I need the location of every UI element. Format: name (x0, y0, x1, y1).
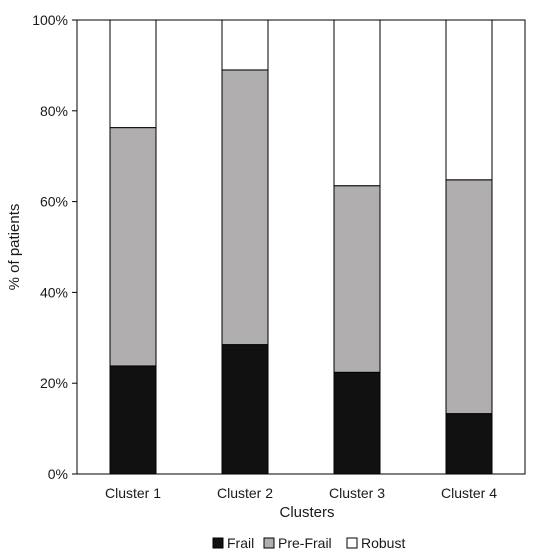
bar-pre-frail-3 (333, 185, 381, 373)
bar-robust-3 (333, 19, 381, 187)
plot-frame (76, 19, 526, 475)
x-axis-ticks: Cluster 1 Cluster 2 Cluster 3 Cluster 4 (105, 485, 497, 501)
bar-frail-2 (221, 344, 269, 475)
y-tick-label: 20% (40, 375, 68, 391)
bar-robust-1 (109, 19, 157, 129)
legend-swatch (263, 537, 275, 549)
y-tick-label: 100% (32, 12, 68, 28)
legend-swatch (346, 537, 358, 549)
bar-pre-frail-4 (445, 179, 493, 415)
bar-robust-4 (445, 19, 493, 181)
bars (109, 19, 493, 475)
bar-frail-4 (445, 413, 493, 475)
bar-frail-3 (333, 371, 381, 475)
bar-frail-1 (109, 365, 157, 475)
bar-pre-frail-1 (109, 127, 157, 367)
legend: Frail Pre-Frail Robust (212, 535, 405, 551)
x-axis-label: Clusters (279, 504, 334, 521)
x-tick-label: Cluster 4 (441, 485, 497, 501)
y-tick-label: 40% (40, 284, 68, 300)
y-tick-label: 0% (48, 466, 68, 482)
bar-robust-2 (221, 19, 269, 71)
bar-pre-frail-2 (221, 69, 269, 346)
y-axis-ticks: 0% 20% 40% 60% 80% 100% (32, 12, 77, 482)
x-tick-label: Cluster 2 (217, 485, 273, 501)
y-axis-label: % of patients (6, 204, 23, 291)
legend-label: Pre-Frail (278, 535, 332, 551)
legend-swatch (212, 537, 224, 549)
x-tick-label: Cluster 1 (105, 485, 161, 501)
y-tick-label: 80% (40, 103, 68, 119)
legend-label: Robust (361, 535, 405, 551)
y-tick-label: 60% (40, 194, 68, 210)
x-tick-label: Cluster 3 (329, 485, 385, 501)
legend-label: Frail (227, 535, 254, 551)
